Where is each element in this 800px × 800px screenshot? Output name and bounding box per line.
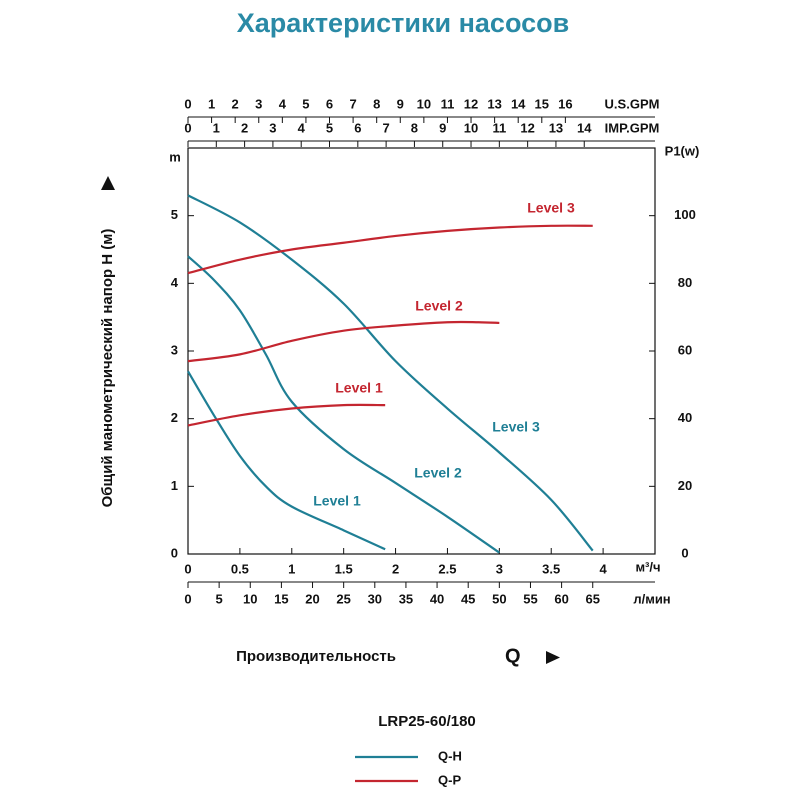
- x-tick-label: 14: [511, 96, 526, 111]
- x-tick-label: 1: [288, 561, 295, 576]
- x-tick-label: 4: [298, 120, 306, 135]
- curve: [187, 255, 500, 554]
- x-tick-label: 7: [349, 96, 356, 111]
- curve-label: Level 2: [415, 298, 463, 314]
- y-tick-label: 4: [171, 275, 179, 290]
- curve: [187, 224, 593, 275]
- x-tick-label: 35: [399, 591, 413, 606]
- x-tick-label: 0: [184, 120, 191, 135]
- x-symbol: Q: [505, 645, 521, 667]
- x-tick-label: 3.5: [542, 561, 560, 576]
- x-tick-label: 2: [392, 561, 399, 576]
- x-tick-label: 5: [302, 96, 309, 111]
- x-tick-label: 50: [492, 591, 506, 606]
- x-tick-label: 30: [368, 591, 382, 606]
- x-tick-label: 5: [216, 591, 223, 606]
- x-tick-label: 4: [279, 96, 287, 111]
- x-tick-label: 11: [441, 96, 455, 111]
- x-tick-label: 60: [554, 591, 568, 606]
- x-tick-label: 40: [430, 591, 444, 606]
- x-tick-label: 14: [577, 120, 592, 135]
- curve: [187, 320, 500, 363]
- x-tick-label: 9: [439, 120, 446, 135]
- x-tick-label: 16: [558, 96, 572, 111]
- x-tick-label: 13: [549, 120, 563, 135]
- x-tick-label: 65: [585, 591, 599, 606]
- x-tick-label: 45: [461, 591, 475, 606]
- x-tick-label: 15: [274, 591, 288, 606]
- y2-tick-label: 20: [678, 478, 692, 493]
- y-arrow: [101, 176, 115, 190]
- legend-label: Q-P: [438, 772, 461, 787]
- y-unit: m: [169, 149, 181, 164]
- x-tick-label: 1: [208, 96, 215, 111]
- x-unit: IMP.GPM: [605, 120, 660, 135]
- x-tick-label: 3: [496, 561, 503, 576]
- y-tick-label: 3: [171, 342, 178, 357]
- x-tick-label: 0: [184, 591, 191, 606]
- curve: [187, 194, 594, 552]
- x-tick-label: 7: [383, 120, 390, 135]
- y2-tick-label: 60: [678, 342, 692, 357]
- x-tick-label: 20: [305, 591, 319, 606]
- y2-tick-label: 0: [681, 545, 688, 560]
- x-tick-label: 25: [336, 591, 350, 606]
- curve-label: Level 1: [313, 493, 361, 509]
- x-tick-label: 8: [373, 96, 380, 111]
- x-tick-label: 55: [523, 591, 537, 606]
- x-tick-label: 5: [326, 120, 333, 135]
- curve: [187, 403, 386, 427]
- x-label: Производительность: [236, 648, 396, 665]
- x-tick-label: 8: [411, 120, 418, 135]
- x-tick-label: 3: [255, 96, 262, 111]
- x-tick-label: 12: [464, 96, 478, 111]
- x-tick-label: 9: [397, 96, 404, 111]
- x-tick-label: 13: [487, 96, 501, 111]
- x-tick-label: 10: [417, 96, 431, 111]
- x-tick-label: 6: [326, 96, 333, 111]
- curve-label: Level 3: [527, 200, 575, 216]
- x-tick-label: 2: [241, 120, 248, 135]
- y-tick-label: 5: [171, 207, 178, 222]
- y2-tick-label: 40: [678, 410, 692, 425]
- x-unit: л/мин: [633, 591, 670, 606]
- y-tick-label: 0: [171, 545, 178, 560]
- x-tick-label: 10: [243, 591, 257, 606]
- curve: [187, 370, 386, 551]
- x-arrow: [546, 651, 560, 664]
- y2-tick-label: 100: [674, 207, 696, 222]
- curve-label: Level 3: [492, 419, 540, 435]
- x-tick-label: 0.5: [231, 561, 249, 576]
- x-tick-label: 0: [184, 96, 191, 111]
- x-tick-label: 4: [599, 561, 607, 576]
- legend-label: Q-H: [438, 748, 462, 763]
- x-tick-label: 15: [535, 96, 549, 111]
- x-tick-label: 2: [232, 96, 239, 111]
- x-tick-label: 11: [492, 120, 506, 135]
- y2-tick-label: 80: [678, 275, 692, 290]
- x-tick-label: 1.5: [335, 561, 353, 576]
- y-tick-label: 1: [171, 478, 178, 493]
- x-tick-label: 1: [213, 120, 220, 135]
- x-tick-label: 6: [354, 120, 361, 135]
- x-tick-label: 12: [520, 120, 534, 135]
- curve-label: Level 1: [335, 380, 383, 396]
- y-label: Общий манометрический напор H (м): [99, 229, 116, 508]
- y-tick-label: 2: [171, 410, 178, 425]
- y2-label: P1(w): [665, 143, 700, 158]
- curve-label: Level 2: [414, 465, 462, 481]
- x-tick-label: 2.5: [438, 561, 456, 576]
- x-unit: м³/ч: [635, 559, 660, 574]
- model: LRP25-60/180: [378, 713, 476, 730]
- x-tick-label: 3: [269, 120, 276, 135]
- x-unit: U.S.GPM: [605, 96, 660, 111]
- x-tick-label: 10: [464, 120, 478, 135]
- chart-title: Характеристики насосов: [237, 8, 569, 38]
- x-tick-label: 0: [184, 561, 191, 576]
